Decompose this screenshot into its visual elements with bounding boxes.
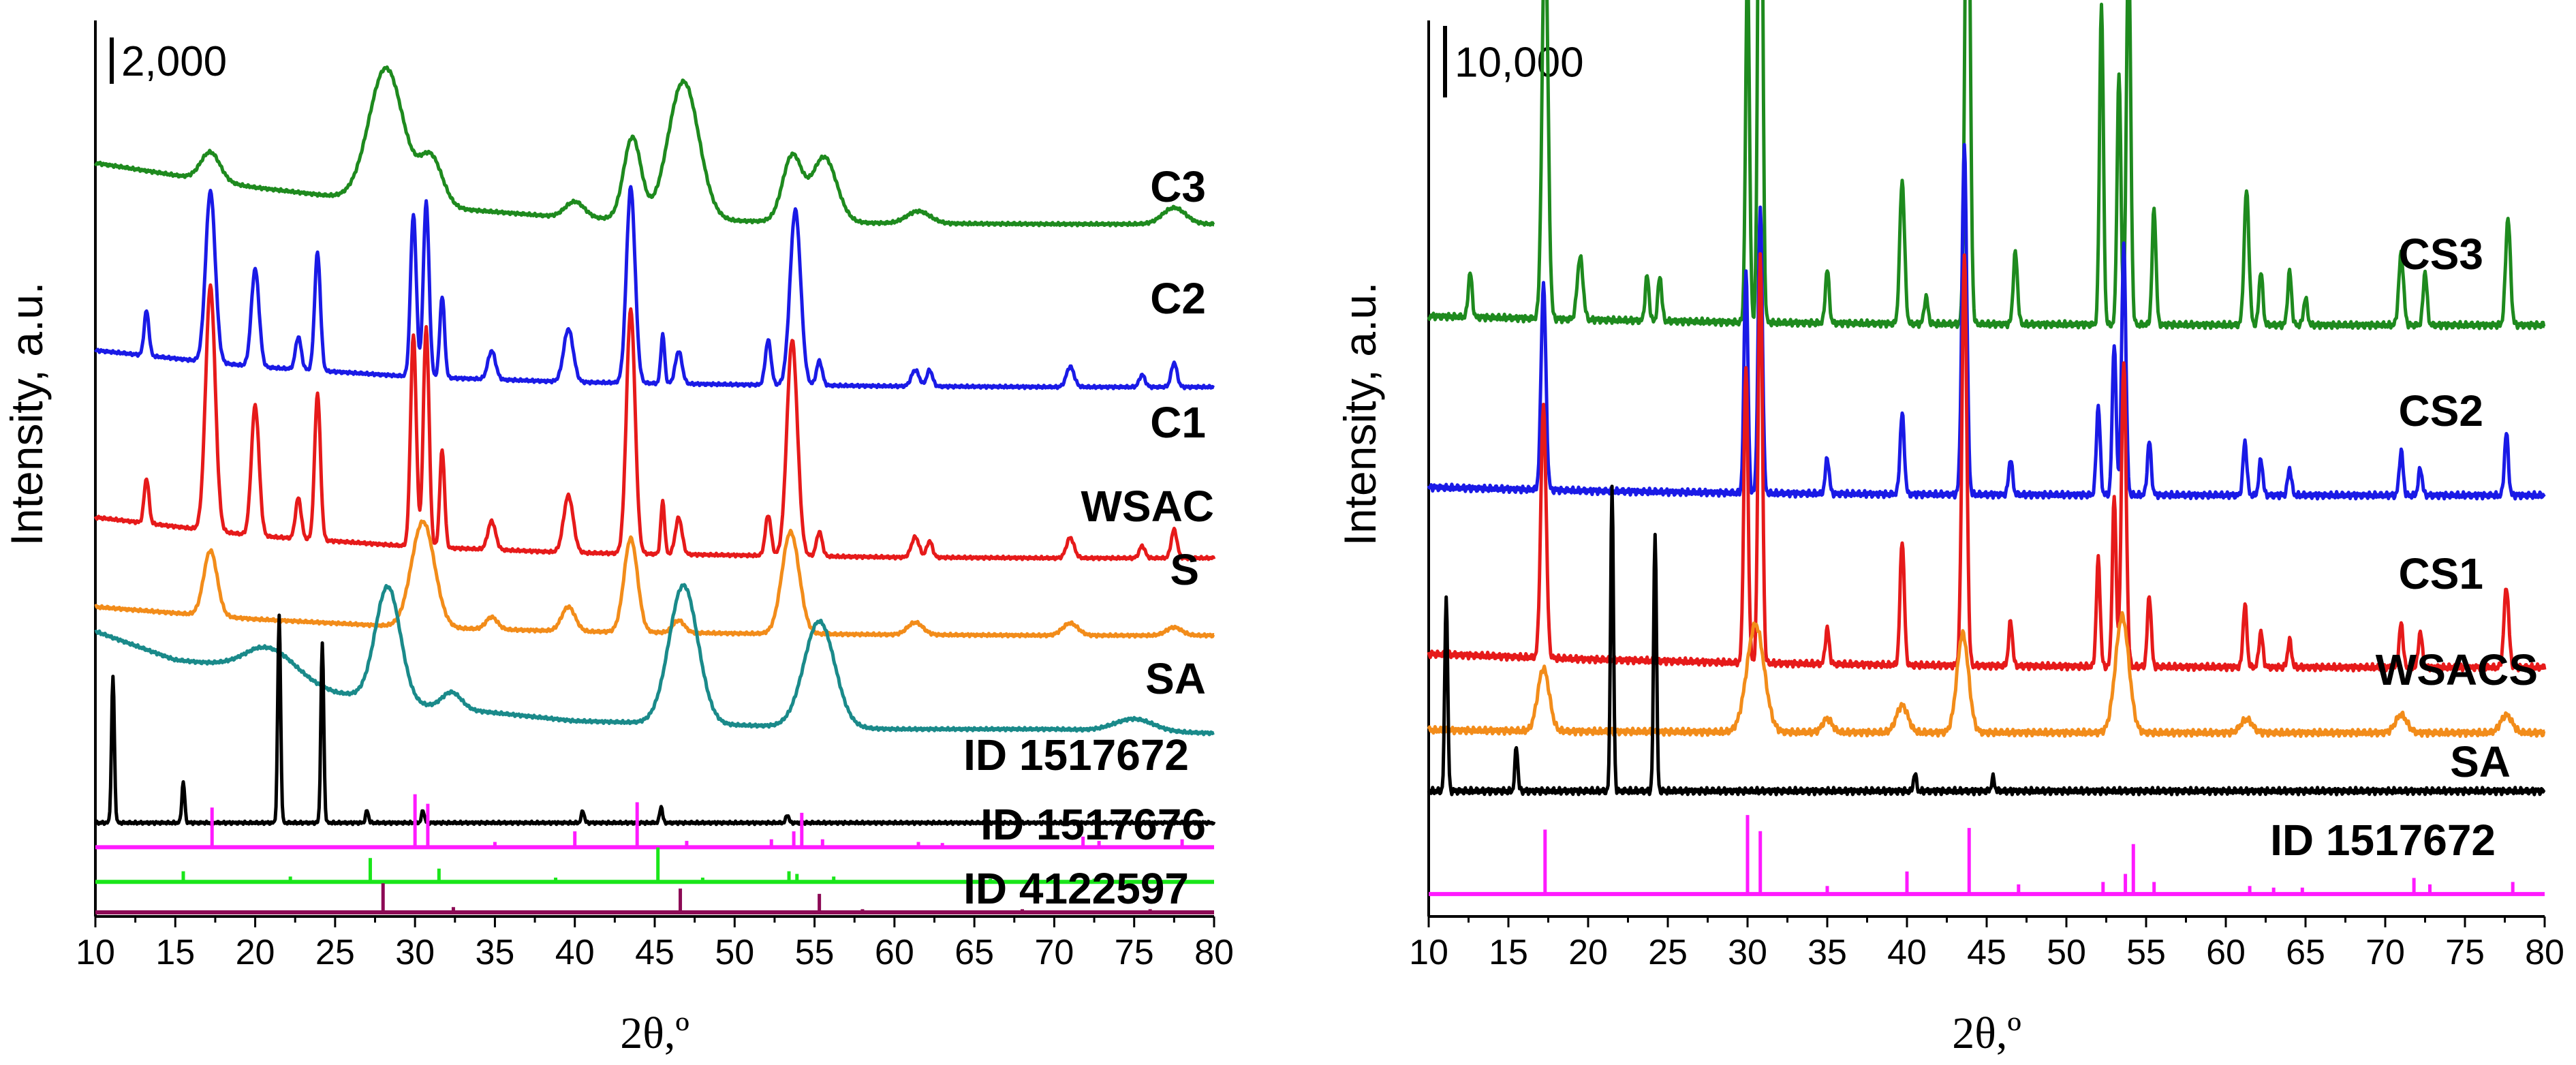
x-tick-label: 75 (1115, 933, 1154, 972)
reference-label: ID 4122597 (963, 864, 1189, 913)
right-xrd-panel: 10 15 20 25 30 35 40 45 50 55 60 65 70 75 80 2θ,º Intens… (1335, 0, 2564, 1058)
series-label-cs2: CS2 (2399, 386, 2484, 435)
reference-label: ID 1517672 (963, 730, 1189, 780)
x-tick-label: 40 (1887, 933, 1927, 972)
series-trace-cs2 (1427, 142, 2546, 501)
x-tick-label: 50 (2047, 933, 2086, 972)
x-tick-label: 30 (1728, 933, 1767, 972)
x-tick-label: 10 (76, 933, 115, 972)
series-label-c3: C3 (1150, 162, 1206, 211)
series-label-s: S (1170, 545, 1199, 594)
x-tick-label: 45 (1967, 933, 2006, 972)
x-tick-label: 40 (555, 933, 595, 972)
x-tick-label: 25 (1648, 933, 1688, 972)
series-trace-s (94, 583, 1215, 737)
series-trace-cs3 (1427, 0, 2546, 330)
x-tick-label: 70 (1035, 933, 1074, 972)
x-tick-label: 55 (2126, 933, 2166, 972)
x-tick-label: 20 (236, 933, 275, 972)
scale-bar-label: 10,000 (1455, 40, 1584, 87)
series-trace-sa (1427, 484, 2546, 797)
left-xrd-panel: 10 15 20 25 30 35 40 45 50 55 60 65 70 75 80 2θ,º Intens… (1, 20, 1234, 1058)
x-tick-label: 55 (795, 933, 835, 972)
y-axis-title: Intensity, a.u. (1, 282, 52, 546)
series-label-cs1: CS1 (2399, 549, 2484, 598)
x-tick-label: 65 (2286, 933, 2325, 972)
series-label-c2: C2 (1150, 274, 1206, 323)
series-trace-wsac (94, 519, 1215, 639)
series-label-wsacs: WSACS (2376, 645, 2538, 694)
x-tick-label: 75 (2445, 933, 2485, 972)
x-tick-label: 60 (875, 933, 914, 972)
x-axis-title: 2θ,º (620, 1008, 689, 1058)
series-label-cs3: CS3 (2399, 230, 2484, 279)
x-tick-label: 45 (635, 933, 674, 972)
x-tick-label: 15 (1489, 933, 1528, 972)
x-tick-label: 35 (476, 933, 515, 972)
series-trace-sa (93, 613, 1216, 827)
x-tick-label: 30 (395, 933, 435, 972)
x-tick-label: 10 (1409, 933, 1448, 972)
x-tick-label: 35 (1807, 933, 1847, 972)
series-trace-c3 (93, 65, 1215, 228)
series-label-sa: SA (2450, 737, 2511, 786)
x-tick-label: 20 (1568, 933, 1608, 972)
x-tick-label: 70 (2365, 933, 2405, 972)
x-tick-label: 25 (315, 933, 355, 972)
series-label-sa: SA (1145, 654, 1206, 703)
series-trace-c2 (94, 185, 1215, 390)
x-tick-label: 80 (1194, 933, 1234, 972)
y-axis-title: Intensity, a.u. (1335, 282, 1385, 546)
reference-label: ID 1517672 (2270, 816, 2496, 865)
series-trace-cs1 (1427, 252, 2547, 673)
series-trace-c1 (93, 283, 1216, 561)
x-axis-title: 2θ,º (1952, 1008, 2021, 1058)
x-tick-label: 80 (2525, 933, 2564, 972)
reference-label: ID 1517676 (980, 800, 1206, 849)
x-tick-label: 15 (155, 933, 195, 972)
x-tick-label: 50 (715, 933, 754, 972)
series-label-c1: C1 (1150, 398, 1206, 447)
x-tick-label: 60 (2206, 933, 2246, 972)
scale-bar-label: 2,000 (121, 38, 227, 85)
series-label-wsac: WSAC (1081, 482, 1214, 531)
x-tick-label: 65 (955, 933, 994, 972)
